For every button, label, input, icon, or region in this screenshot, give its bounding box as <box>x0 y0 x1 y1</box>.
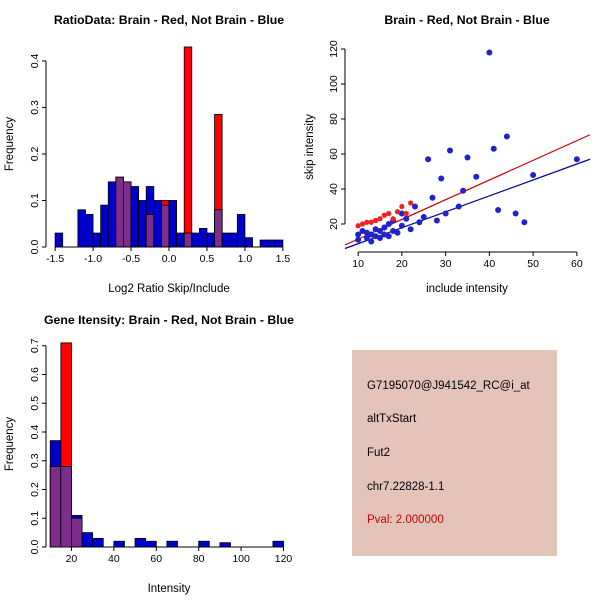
ratio-histogram-ylabel: Frequency <box>4 117 16 172</box>
svg-text:-0.5: -0.5 <box>122 253 140 265</box>
svg-text:0.6: 0.6 <box>29 367 41 382</box>
svg-text:0.5: 0.5 <box>200 253 215 265</box>
svg-text:1.0: 1.0 <box>238 253 253 265</box>
svg-text:40: 40 <box>328 183 340 195</box>
x-axis: 10 20 30 40 50 60 <box>352 251 583 270</box>
ratio-histogram-xlabel: Log2 Ratio Skip/Include <box>108 283 229 295</box>
svg-text:60: 60 <box>328 148 340 160</box>
histogram-bars <box>49 342 284 548</box>
chromosome-location-text: chr7.22828-1.1 <box>367 480 445 493</box>
svg-text:0.0: 0.0 <box>162 253 177 265</box>
svg-text:0.7: 0.7 <box>29 338 41 353</box>
svg-text:80: 80 <box>328 113 340 125</box>
svg-text:0.0: 0.0 <box>29 240 41 255</box>
svg-text:0.1: 0.1 <box>29 193 41 208</box>
ratio-histogram-panel: RatioData: Brain - Red, Not Brain - Blue… <box>0 0 300 300</box>
y-axis: 0.0 0.1 0.2 0.3 0.4 0.5 0.6 0.7 <box>29 338 47 555</box>
not-brain-points <box>355 49 580 245</box>
brain-points <box>355 200 414 229</box>
svg-text:0.5: 0.5 <box>29 396 41 411</box>
gene-intensity-histogram-xlabel: Intensity <box>148 583 191 595</box>
svg-text:-1.5: -1.5 <box>46 253 64 265</box>
probe-info-box: G7195070@J941542_RC@i_at altTxStart Fut2… <box>352 350 557 556</box>
intensity-scatter-chart: Brain - Red, Not Brain - Blue include in… <box>304 13 591 295</box>
histogram-bars <box>54 46 284 248</box>
y-axis: 0.0 0.1 0.2 0.3 0.4 <box>29 53 47 255</box>
x-axis: -1.5 -1.0 -0.5 0.0 0.5 1.0 1.5 <box>46 246 291 265</box>
svg-text:40: 40 <box>108 553 120 565</box>
pval-text: Pval: 2.000000 <box>367 514 444 527</box>
svg-text:20: 20 <box>328 218 340 230</box>
svg-text:40: 40 <box>484 258 496 270</box>
ratio-histogram-chart: RatioData: Brain - Red, Not Brain - Blue… <box>4 13 291 295</box>
svg-text:0.4: 0.4 <box>29 53 41 68</box>
svg-text:60: 60 <box>571 258 583 270</box>
svg-text:100: 100 <box>232 553 250 565</box>
svg-text:0.3: 0.3 <box>29 453 41 468</box>
svg-text:120: 120 <box>275 553 293 565</box>
svg-text:60: 60 <box>150 553 162 565</box>
probe-id-text: G7195070@J941542_RC@i_at <box>367 379 530 392</box>
svg-text:20: 20 <box>396 258 408 270</box>
svg-text:0.2: 0.2 <box>29 482 41 497</box>
svg-text:30: 30 <box>440 258 452 270</box>
svg-text:20: 20 <box>66 553 78 565</box>
intensity-scatter-panel: Brain - Red, Not Brain - Blue include in… <box>300 0 600 300</box>
svg-text:0.2: 0.2 <box>29 147 41 162</box>
svg-text:0.3: 0.3 <box>29 100 41 115</box>
svg-text:-1.0: -1.0 <box>84 253 102 265</box>
event-type-text: altTxStart <box>367 413 417 426</box>
gene-intensity-histogram-panel: Gene Itensity: Brain - Red, Not Brain - … <box>0 300 300 600</box>
ratio-histogram-title: RatioData: Brain - Red, Not Brain - Blue <box>54 13 284 27</box>
gene-intensity-histogram-chart: Gene Itensity: Brain - Red, Not Brain - … <box>4 313 294 595</box>
intensity-scatter-title: Brain - Red, Not Brain - Blue <box>384 13 549 27</box>
gene-intensity-histogram-ylabel: Frequency <box>4 417 16 472</box>
svg-text:120: 120 <box>328 40 340 58</box>
svg-text:50: 50 <box>527 258 539 270</box>
gene-intensity-histogram-title: Gene Itensity: Brain - Red, Not Brain - … <box>44 313 294 327</box>
svg-text:1.5: 1.5 <box>276 253 291 265</box>
svg-text:80: 80 <box>193 553 205 565</box>
svg-text:0.1: 0.1 <box>29 511 41 526</box>
svg-text:10: 10 <box>352 258 364 270</box>
x-axis: 20 40 60 80 100 120 <box>66 546 293 565</box>
gene-name-text: Fut2 <box>367 446 391 459</box>
svg-text:0.4: 0.4 <box>29 425 41 440</box>
y-axis: 20 40 60 80 100 120 <box>328 40 346 230</box>
svg-text:100: 100 <box>328 75 340 93</box>
intensity-scatter-ylabel: skip intensity <box>304 114 316 180</box>
intensity-scatter-xlabel: include intensity <box>426 283 508 295</box>
svg-text:0.0: 0.0 <box>29 540 41 555</box>
